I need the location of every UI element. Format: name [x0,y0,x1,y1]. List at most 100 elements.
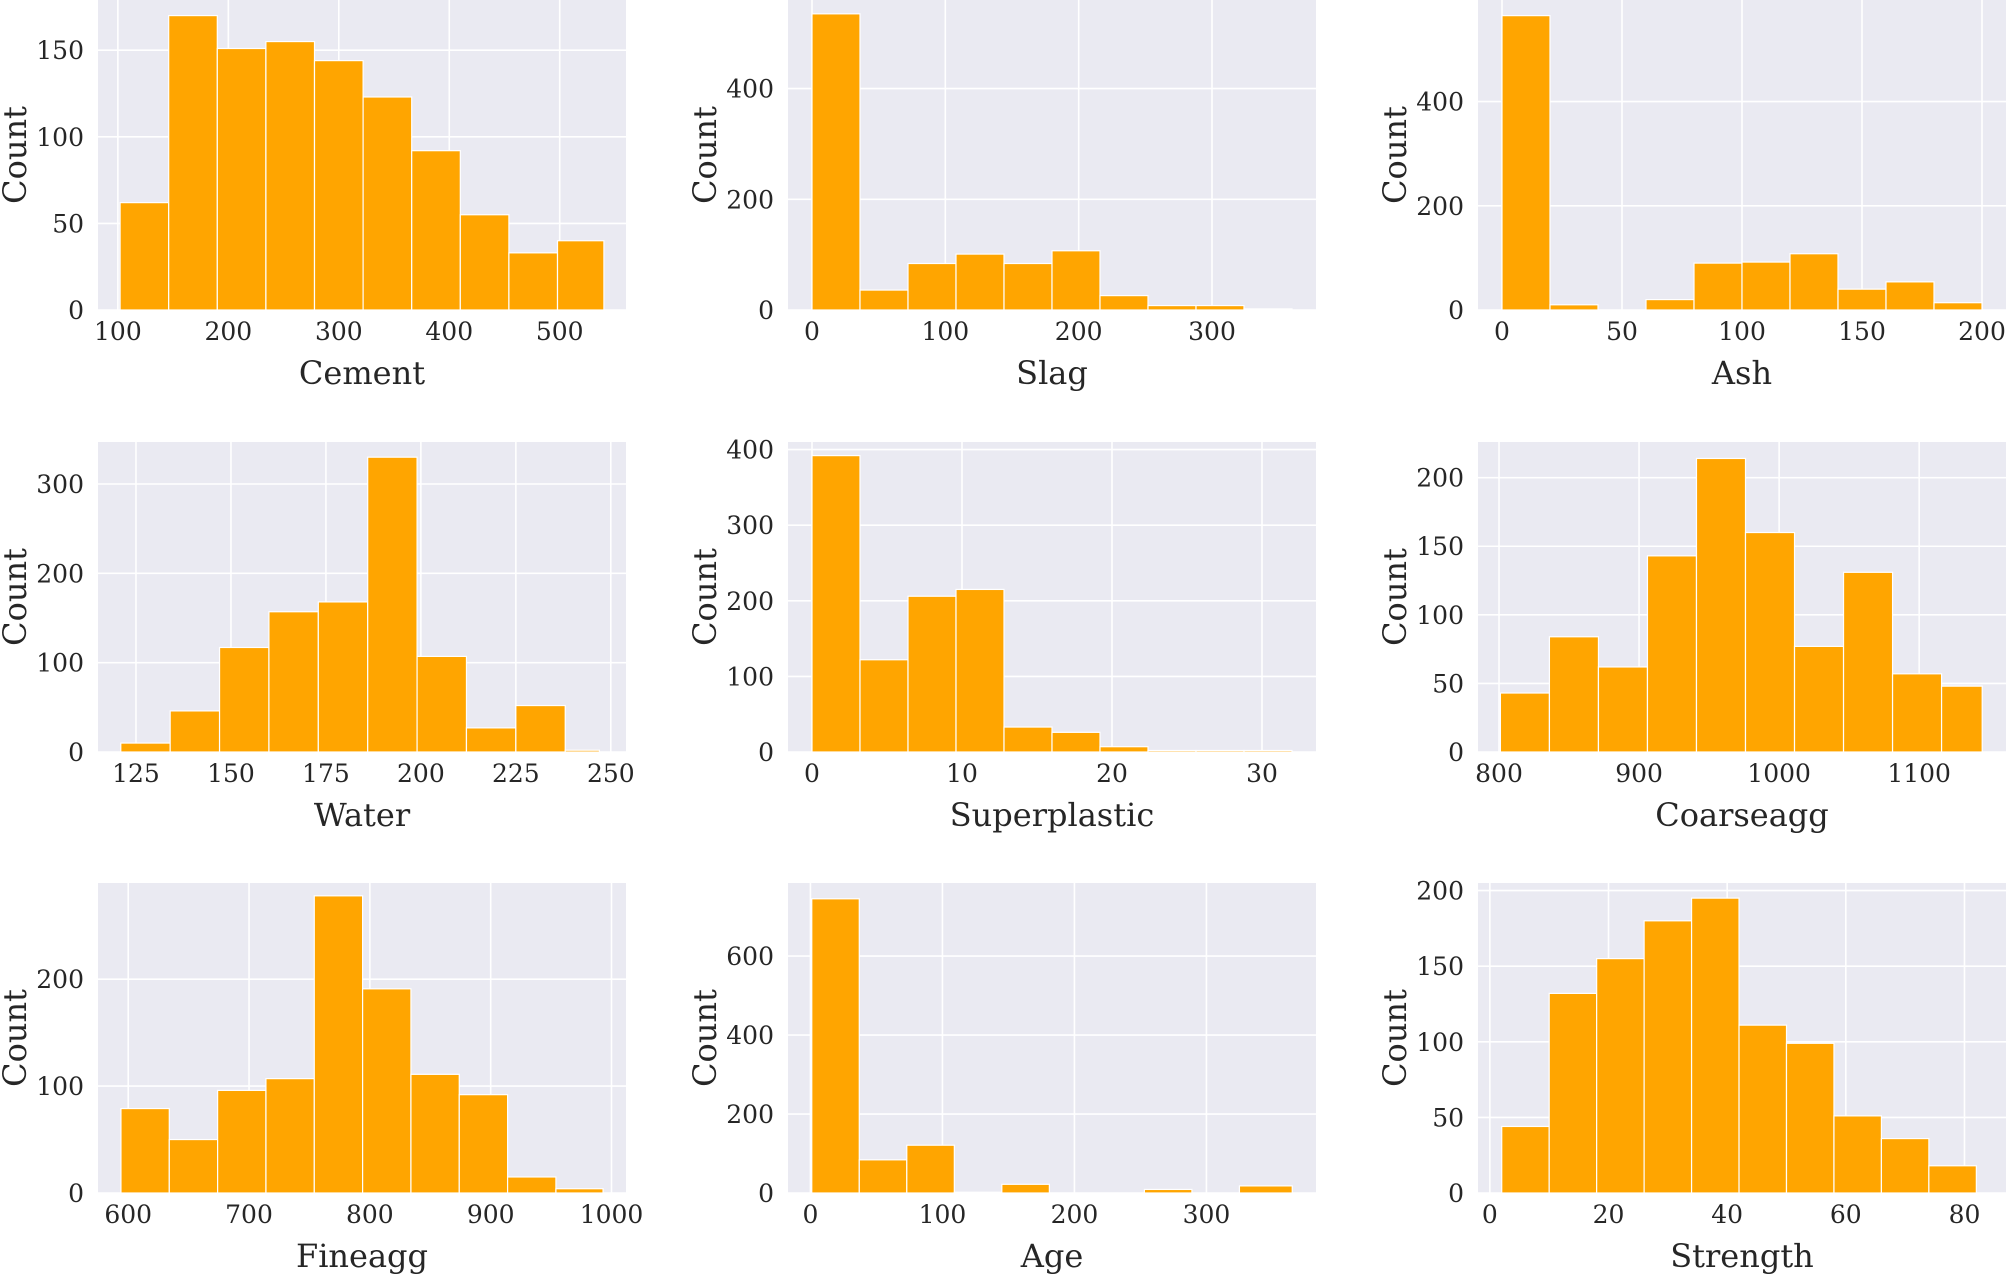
y-tick-label: 100 [36,649,84,678]
y-tick-label: 400 [726,436,774,465]
x-tick-label: 200 [204,317,252,346]
y-tick-label: 200 [1416,192,1464,221]
histogram-bar [168,14,218,311]
histogram-bar [265,1078,315,1194]
histogram-bar [1099,295,1149,311]
y-tick-label: 600 [726,942,774,971]
histogram-bar [410,1073,460,1194]
histogram-bar [955,588,1005,753]
histogram-bar [1003,726,1053,753]
histogram-bar [1744,531,1796,753]
x-tick-label: 60 [1830,1200,1862,1229]
histogram-bar [367,456,418,753]
histogram-bar [1837,288,1887,311]
y-tick-label: 300 [726,511,774,540]
y-tick-label: 50 [1432,669,1464,698]
histogram-bar [168,1138,219,1194]
histogram-bar [1143,1188,1193,1194]
histogram-bar [1693,262,1743,311]
y-tick-label: 0 [758,738,774,767]
y-tick-label: 100 [726,662,774,691]
histogram-bar [953,1191,1003,1194]
histogram-bar [907,595,957,753]
histogram-bar [313,895,364,1194]
x-tick-label: 30 [1246,759,1278,788]
x-tick-label: 700 [225,1200,273,1229]
histogram-bar [555,1188,604,1194]
histogram-bar [1885,281,1935,311]
x-tick-label: 0 [804,759,820,788]
histogram-bar [1928,1165,1977,1194]
histogram-bar [1243,308,1293,311]
x-tick-label: 1000 [580,1200,644,1229]
x-tick-label: 900 [1615,759,1663,788]
histogram-bar [955,253,1005,311]
histogram-bar [1933,302,1983,311]
x-tick-label: 100 [919,1200,967,1229]
y-axis-label: Count [1376,106,1414,204]
histogram-bar [811,13,861,311]
x-axis-label: Ash [1711,354,1772,392]
x-tick-label: 100 [1718,317,1766,346]
y-tick-label: 50 [52,209,84,238]
histogram-bar [1646,555,1698,753]
histogram-bar [1501,1125,1550,1194]
histogram-bar [1099,746,1149,753]
histogram-coarseagg: 800 900 1000 1100 0 50 100 150 200 Coarseagg Count [1376,442,2006,834]
histogram-bar [1785,1042,1835,1194]
x-tick-label: 500 [536,317,584,346]
histogram-bar [218,646,270,753]
histogram-bar [1548,636,1600,753]
plot-area [788,883,1316,1193]
histogram-cement: 100 200 300 400 500 0 50 100 150 Cement Count [0,0,626,392]
x-tick-label: 300 [315,317,363,346]
y-axis-label: Count [0,106,34,204]
y-tick-label: 200 [36,965,84,994]
y-tick-label: 100 [36,1072,84,1101]
histogram-bar [1842,571,1894,753]
x-tick-label: 600 [104,1200,152,1229]
y-axis-label: Count [686,548,724,646]
histogram-bar [1243,749,1293,753]
y-tick-label: 0 [68,1179,84,1208]
histogram-strength: 0 20 40 60 80 0 50 100 150 200 Strength Count [1376,877,2006,1274]
histogram-bar [1690,897,1740,1194]
histogram-bar [1499,692,1551,753]
histogram-bar [217,1089,267,1194]
y-axis-label: Count [0,548,34,646]
histogram-bar [120,742,171,753]
y-tick-label: 200 [1416,464,1464,493]
histogram-bar [1147,749,1197,753]
histogram-bar [169,710,221,753]
histogram-bar [508,252,559,311]
x-tick-label: 200 [397,759,445,788]
histogram-bar [119,202,170,311]
y-tick-label: 400 [1416,88,1464,117]
x-tick-label: 1100 [1887,759,1951,788]
histogram-bar [1793,645,1845,753]
x-tick-label: 100 [94,317,142,346]
x-tick-label: 0 [804,317,820,346]
x-tick-label: 20 [1593,1200,1625,1229]
histogram-ash: 0 50 100 150 200 0 200 400 Ash Count [1376,0,2006,392]
y-tick-label: 150 [1416,532,1464,561]
histogram-bar [859,289,909,311]
y-tick-label: 0 [68,738,84,767]
x-tick-label: 40 [1711,1200,1743,1229]
histogram-fineagg: 600 700 800 900 1000 0 100 200 Fineagg Count [0,883,643,1274]
histogram-bar [1891,673,1943,753]
histogram-bar [506,1176,557,1194]
histogram-bar [811,455,861,753]
x-axis-label: Superplastic [950,796,1154,834]
histogram-bar [906,1144,955,1194]
histogram-bar [811,898,860,1194]
histogram-bar [1833,1115,1883,1194]
histogram-bar [515,704,566,753]
histogram-bar [1738,1024,1788,1194]
histogram-bar [1645,298,1695,311]
histogram-bar [465,727,517,753]
y-tick-label: 200 [726,1100,774,1129]
y-tick-label: 0 [1448,738,1464,767]
histogram-bar [1238,1185,1293,1194]
